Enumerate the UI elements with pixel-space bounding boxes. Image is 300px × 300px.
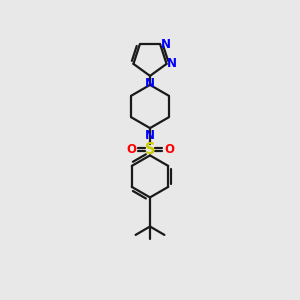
- Text: N: N: [144, 77, 154, 90]
- Text: N: N: [160, 38, 171, 51]
- Text: O: O: [126, 143, 136, 156]
- Text: N: N: [145, 129, 155, 142]
- Text: S: S: [145, 142, 155, 157]
- Text: O: O: [164, 143, 174, 156]
- Text: N: N: [167, 57, 177, 70]
